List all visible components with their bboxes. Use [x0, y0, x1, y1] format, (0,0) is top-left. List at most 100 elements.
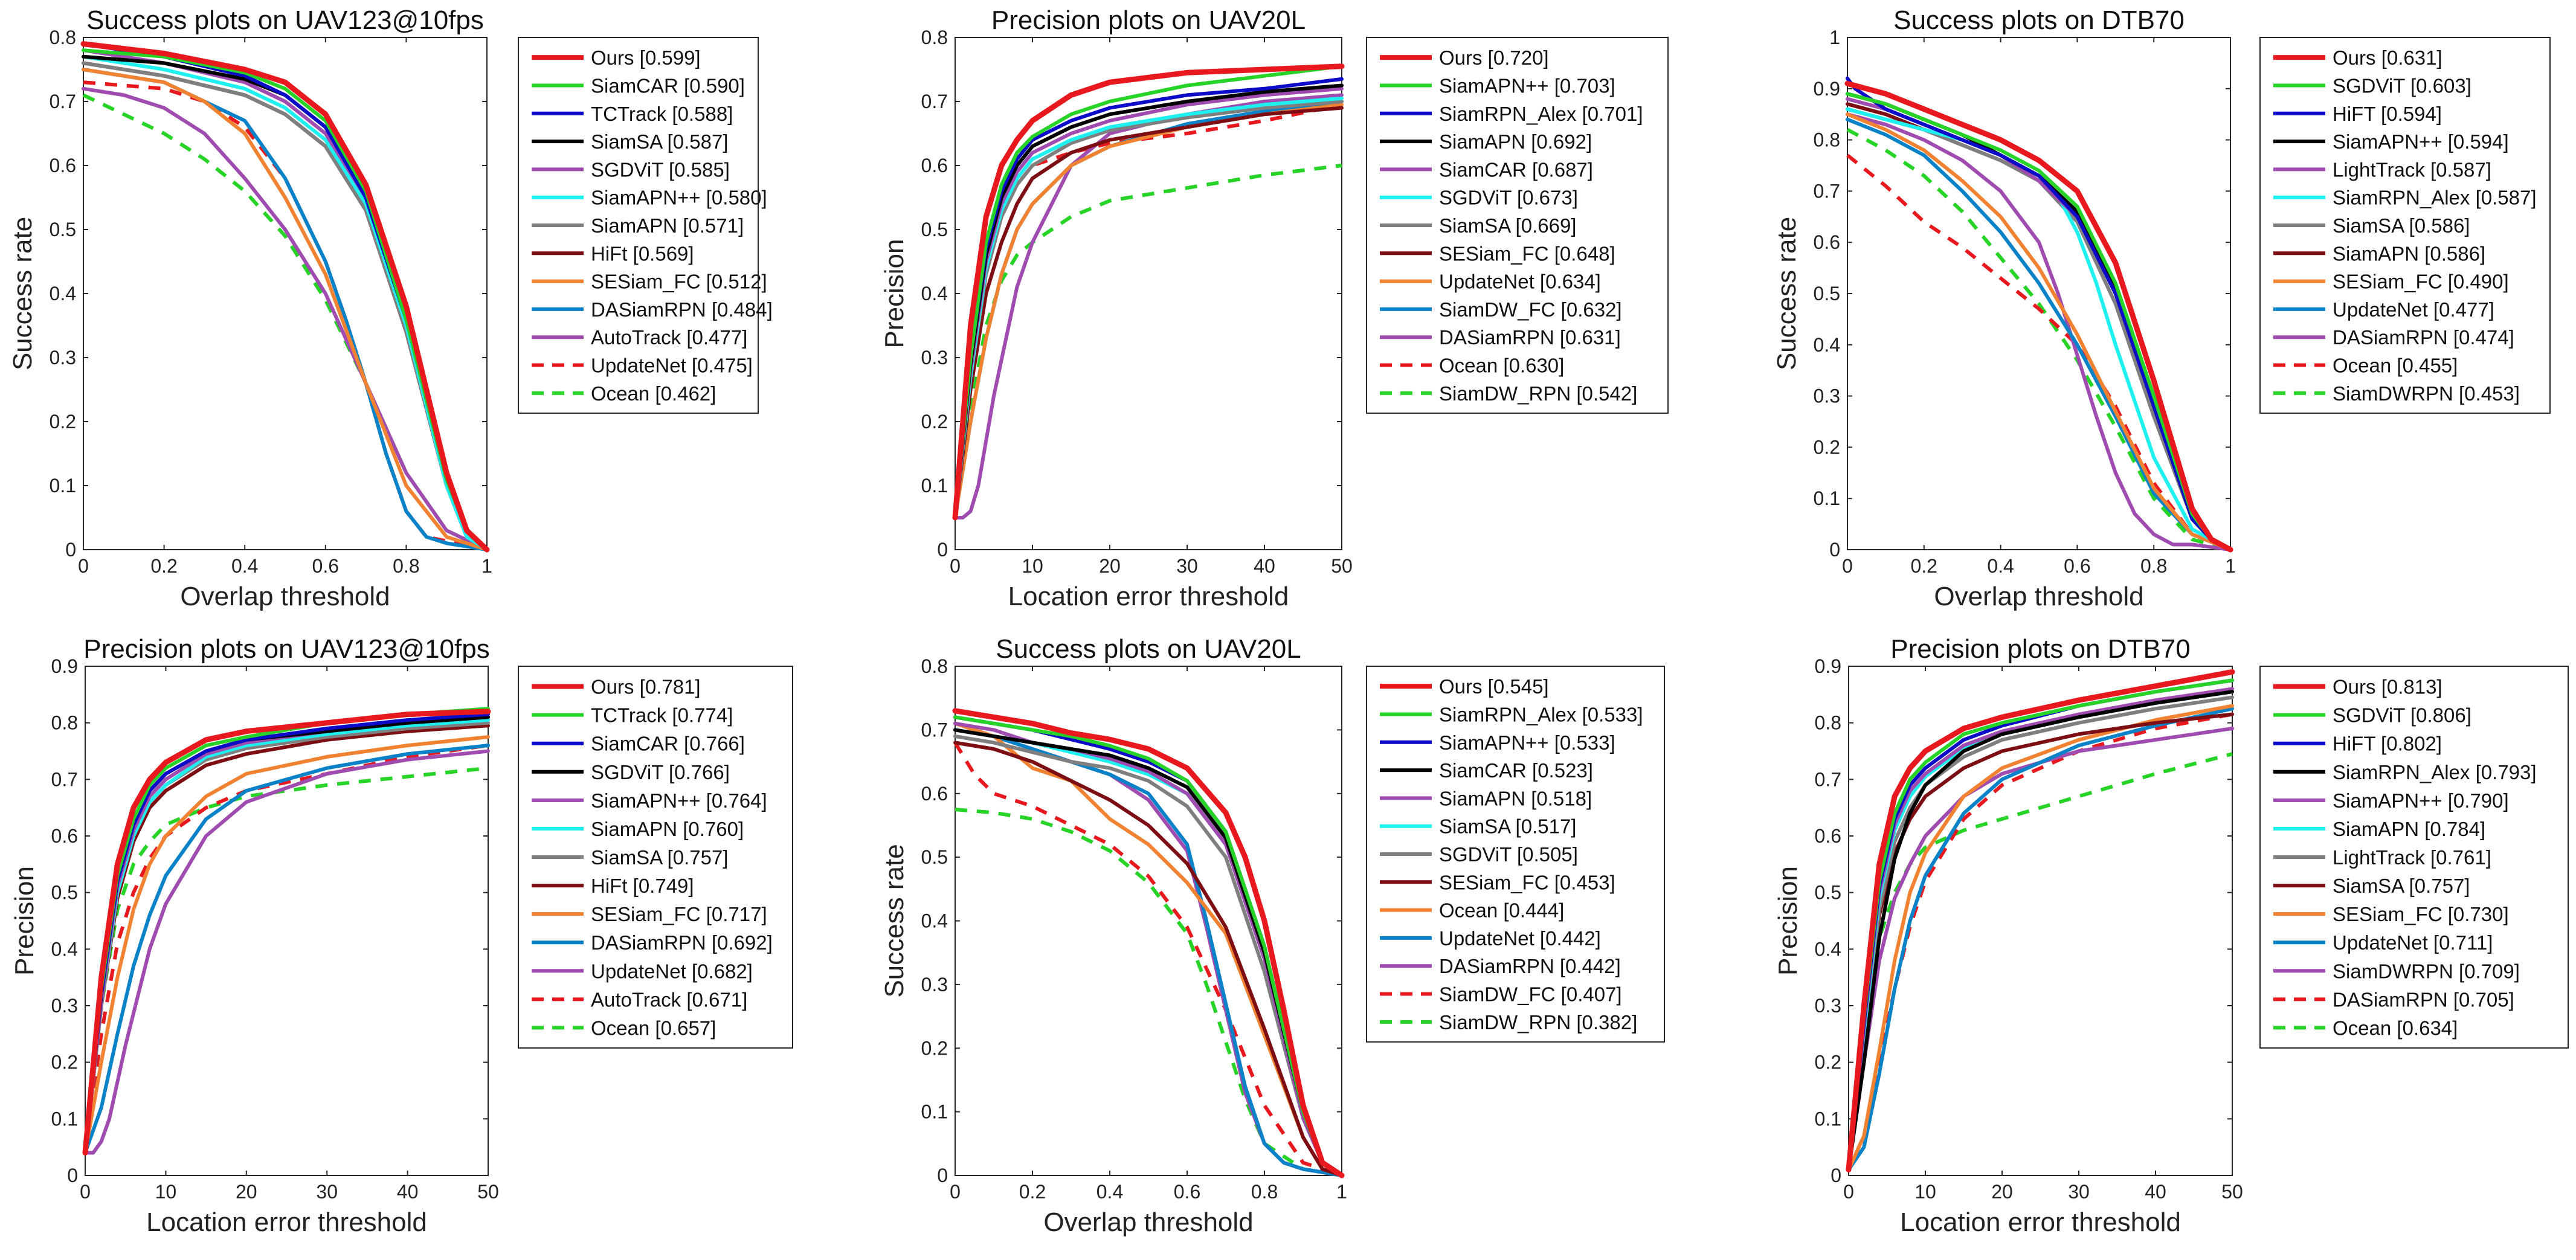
series-line	[83, 749, 490, 1155]
chart-panel-1: Success plots on UAV123@10fps 0 0.2 0.4 0.6 0…	[8, 5, 773, 611]
legend-label: SiamDWRPN [0.453]	[2333, 382, 2520, 405]
legend: Ours [0.631] SGDViT [0.603] HiFT [0.594] Si…	[2259, 37, 2551, 414]
legend-label: LightTrack [0.587]	[2333, 158, 2491, 181]
y-tick-label: 0.6	[921, 155, 948, 176]
x-tick-label: 50	[2221, 1181, 2243, 1203]
y-tick-label: 0.4	[1815, 938, 1841, 960]
y-tick-label: 0.4	[1814, 334, 1840, 356]
y-tick-label: 0.2	[51, 1052, 78, 1073]
series-line	[953, 64, 1344, 519]
y-tick-label: 0.1	[1815, 1108, 1841, 1130]
series-line	[80, 41, 490, 553]
x-axis-label: Location error threshold	[1008, 582, 1289, 611]
legend-label: SiamAPN [0.760]	[591, 818, 744, 840]
y-tick-label: 0.5	[921, 219, 948, 240]
legend-label: HiFt [0.569]	[591, 242, 694, 265]
x-tick-label: 10	[1914, 1181, 1936, 1203]
y-tick-label: 0.7	[921, 91, 948, 112]
chart-panel-3: Success plots on DTB70 0 0.2 0.4 0.6 0.8 1 0 0.1…	[1772, 5, 2551, 611]
y-axis-label: Success rate	[1772, 217, 1802, 370]
legend-label: Ours [0.720]	[1439, 47, 1549, 69]
series-line	[1847, 707, 2234, 1172]
x-tick-label: 0.2	[150, 555, 177, 577]
x-tick-label: 0.6	[2064, 555, 2090, 577]
x-tick-label: 30	[2068, 1181, 2090, 1203]
legend-label: Ours [0.545]	[1439, 675, 1549, 698]
series-line	[1846, 112, 2232, 551]
legend-label: DASiamRPN [0.442]	[1439, 955, 1621, 977]
x-tick-label: 10	[1022, 555, 1043, 577]
legend-label: SiamCAR [0.687]	[1439, 158, 1593, 181]
y-tick-label: 0.5	[50, 219, 76, 240]
x-tick-label: 0.6	[312, 555, 339, 577]
legend-label: SGDViT [0.603]	[2333, 74, 2471, 97]
legend-label: SiamCAR [0.590]	[591, 74, 745, 97]
legend-label: SiamSA [0.757]	[2333, 875, 2470, 897]
x-tick-label: 30	[1176, 555, 1198, 577]
series-line	[1846, 112, 2232, 551]
y-tick-label: 0.3	[50, 347, 76, 368]
y-tick-label: 0.4	[51, 938, 78, 960]
series-line	[82, 709, 491, 1156]
y-tick-label: 0.5	[1814, 283, 1840, 304]
x-tick-label: 1	[2225, 555, 2236, 577]
y-tick-label: 0.3	[1814, 385, 1840, 407]
legend-label: DASiamRPN [0.692]	[591, 931, 773, 954]
x-axis-label: Overlap threshold	[1934, 582, 2143, 611]
x-tick-label: 0.8	[1251, 1181, 1278, 1203]
legend-label: UpdateNet [0.634]	[1439, 271, 1601, 293]
legend-label: SESiam_FC [0.512]	[591, 271, 767, 293]
series-line	[953, 741, 1342, 1177]
series-lines	[1844, 76, 2233, 553]
y-tick-label: 0.1	[50, 475, 76, 497]
legend-label: Ocean [0.657]	[591, 1017, 716, 1039]
chart-title: Success plots on UAV20L	[996, 634, 1301, 664]
legend-label: SESiam_FC [0.730]	[2333, 903, 2509, 925]
legend-label: UpdateNet [0.475]	[591, 355, 753, 377]
series-line	[953, 741, 1344, 1177]
legend-label: SiamRPN_Alex [0.533]	[1439, 703, 1643, 725]
y-tick-label: 0.6	[50, 155, 76, 176]
legend-label: TCTrack [0.588]	[591, 103, 733, 125]
y-tick-label: 0	[937, 1165, 948, 1186]
y-tick-label: 0.7	[50, 91, 76, 112]
series-line	[1846, 117, 2232, 551]
x-tick-label: 1	[481, 555, 492, 577]
chart-panel-6: Precision plots on DTB70 0 10 20 30 40 50 0 0.1 0…	[1773, 634, 2569, 1237]
y-tick-label: 0	[1831, 1165, 1841, 1186]
y-tick-label: 0	[1829, 539, 1840, 561]
legend-label: SiamAPN++ [0.533]	[1439, 731, 1615, 754]
y-axis-label: Precision	[10, 866, 39, 976]
legend-label: SiamCAR [0.523]	[1439, 759, 1593, 782]
x-tick-label: 20	[1991, 1181, 2013, 1203]
series-line	[1846, 76, 2232, 551]
chart-title: Success plots on UAV123@10fps	[86, 5, 484, 35]
y-tick-label: 0.1	[51, 1108, 78, 1130]
x-axis-label: Overlap threshold	[1043, 1207, 1253, 1237]
series-line	[1844, 80, 2233, 553]
x-tick-label: 0.4	[1096, 1181, 1123, 1203]
x-axis-label: Location error threshold	[146, 1207, 427, 1237]
legend-label: UpdateNet [0.477]	[2333, 298, 2494, 321]
legend-label: LightTrack [0.761]	[2333, 846, 2491, 869]
legend-label: Ours [0.781]	[591, 676, 701, 698]
legend: Ours [0.545] SiamRPN_Alex [0.533] SiamAPN+…	[1366, 666, 1665, 1043]
y-axis-label: Precision	[880, 239, 909, 349]
series-line	[82, 54, 489, 551]
legend-label: Ocean [0.462]	[591, 382, 716, 405]
legend-label: SiamSA [0.669]	[1439, 214, 1576, 237]
x-tick-label: 50	[477, 1181, 499, 1203]
series-line	[83, 744, 490, 1155]
legend-label: Ocean [0.630]	[1439, 355, 1564, 377]
y-tick-label: 0.3	[1815, 995, 1841, 1017]
legend-label: HiFT [0.802]	[2333, 733, 2442, 755]
y-tick-label: 0	[65, 539, 76, 561]
series-line	[83, 735, 490, 1155]
legend-label: SESiam_FC [0.490]	[2333, 271, 2509, 293]
legend-label: SESiam_FC [0.717]	[591, 903, 767, 925]
legend-label: SiamSA [0.517]	[1439, 815, 1576, 838]
legend-label: SiamAPN [0.571]	[591, 214, 744, 237]
legend-label: SiamAPN [0.518]	[1439, 787, 1592, 809]
series-line	[1846, 669, 2235, 1173]
x-tick-label: 0.8	[393, 555, 419, 577]
